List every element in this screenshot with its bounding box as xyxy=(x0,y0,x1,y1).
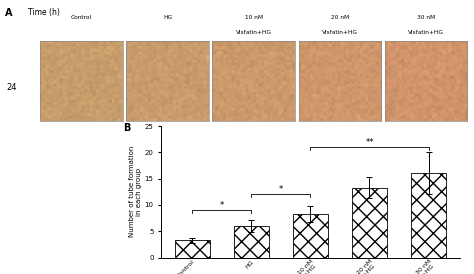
Text: 30 nM: 30 nM xyxy=(417,15,435,20)
Text: 20 nM: 20 nM xyxy=(330,15,349,20)
Bar xyxy=(352,188,387,258)
Bar xyxy=(293,214,328,258)
Text: Visfatin+HG: Visfatin+HG xyxy=(322,30,358,35)
Text: *: * xyxy=(279,185,283,194)
Text: **: ** xyxy=(365,138,374,147)
Bar xyxy=(175,240,210,258)
Text: HG: HG xyxy=(163,15,172,20)
Text: A: A xyxy=(5,8,12,18)
Text: B: B xyxy=(123,123,131,133)
Text: *: * xyxy=(220,201,224,210)
Text: Visfatin+HG: Visfatin+HG xyxy=(236,30,272,35)
Text: Time (h): Time (h) xyxy=(28,8,60,17)
Bar xyxy=(234,226,269,258)
Text: Control: Control xyxy=(71,15,92,20)
Bar xyxy=(411,173,446,258)
Text: Visfatin+HG: Visfatin+HG xyxy=(408,30,444,35)
Y-axis label: Number of tube formation
in each group: Number of tube formation in each group xyxy=(129,146,142,238)
Text: 10 nM: 10 nM xyxy=(245,15,263,20)
Text: 24: 24 xyxy=(7,83,17,92)
